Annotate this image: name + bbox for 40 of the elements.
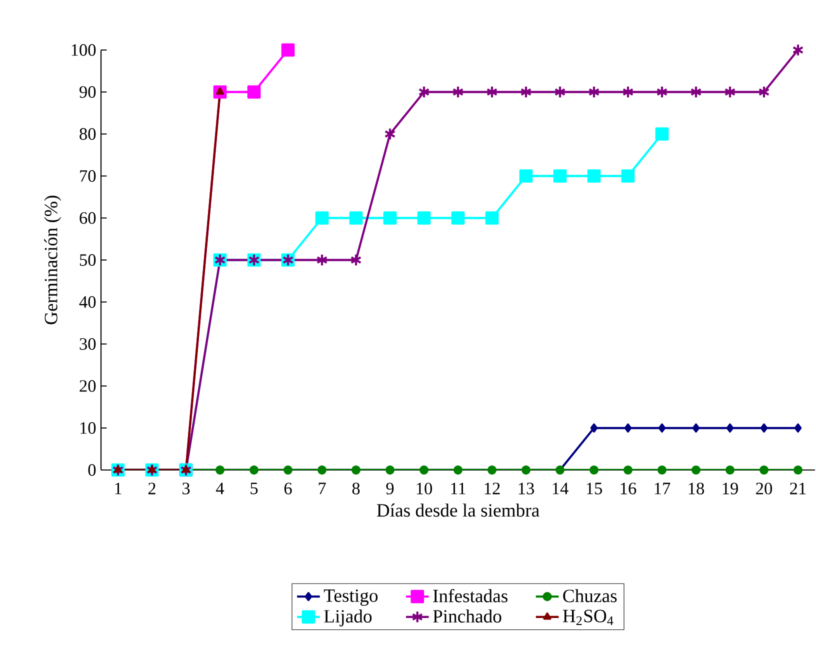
y-axis-title: Germinación (%) xyxy=(44,196,62,324)
x-tick-label: 7 xyxy=(318,482,326,494)
legend-label: Lijado xyxy=(324,609,372,626)
x-tick-label: 8 xyxy=(352,482,360,494)
x-tick-label: 11 xyxy=(451,482,466,494)
legend-label: H$_{2}$SO$_{4}$ xyxy=(562,610,614,626)
x-tick-label: 14 xyxy=(552,482,568,494)
y-tick-label: 50 xyxy=(80,254,96,266)
legend-label: Testigo xyxy=(324,589,378,606)
y-tick-label: 10 xyxy=(80,422,96,434)
x-tick-label: 19 xyxy=(722,482,738,494)
x-tick-label: 3 xyxy=(182,482,190,494)
x-tick-label: 18 xyxy=(688,482,704,494)
x-tick-label: 2 xyxy=(148,482,156,494)
y-tick-label: 70 xyxy=(80,170,96,182)
x-tick-label: 13 xyxy=(518,482,534,494)
x-tick-label: 17 xyxy=(654,482,670,494)
y-tick-label: 0 xyxy=(88,464,96,476)
legend-label: Chuzas xyxy=(563,589,617,602)
y-tick-label: 40 xyxy=(79,296,96,308)
x-tick-label: 6 xyxy=(284,482,292,494)
x-tick-label: 5 xyxy=(250,482,258,494)
y-tick-label: 100 xyxy=(72,44,96,56)
x-tick-label: 16 xyxy=(620,482,636,494)
y-tick-label: 90 xyxy=(80,86,96,98)
x-axis-title: Días desde la siembra xyxy=(376,504,540,517)
x-tick-label: 4 xyxy=(216,482,224,494)
legend-label: Infestadas xyxy=(433,588,508,602)
y-tick-label: 20 xyxy=(80,380,96,392)
x-tick-label: 10 xyxy=(416,482,432,494)
x-tick-label: 20 xyxy=(756,482,772,494)
x-tick-label: 15 xyxy=(586,482,602,494)
legend-label: Pinchado xyxy=(433,609,502,623)
x-tick-label: 9 xyxy=(386,482,394,494)
y-tick-label: 60 xyxy=(80,212,96,224)
y-tick-label: 80 xyxy=(80,128,96,140)
x-tick-label: 1 xyxy=(115,482,122,494)
x-tick-label: 12 xyxy=(484,482,500,494)
x-tick-label: 21 xyxy=(790,482,806,494)
y-tick-label: 30 xyxy=(80,338,96,350)
